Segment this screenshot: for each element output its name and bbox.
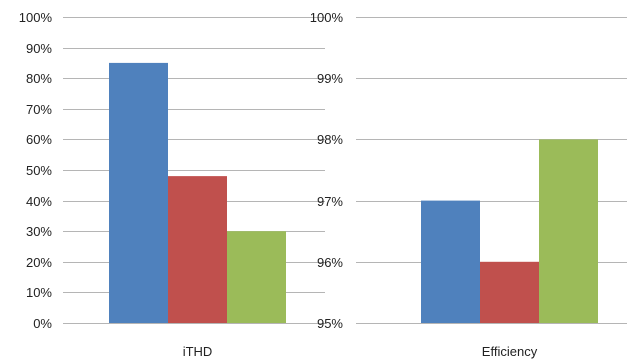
bar-series-2 bbox=[480, 261, 539, 323]
y-tick-label: 40% bbox=[26, 194, 52, 209]
y-tick-label: 98% bbox=[317, 132, 343, 147]
y-tick-label: 97% bbox=[317, 194, 343, 209]
y-tick-label: 0% bbox=[33, 316, 52, 331]
y-tick-label: 96% bbox=[317, 255, 343, 270]
y-tick-label: 95% bbox=[317, 316, 343, 331]
x-category-label: iTHD bbox=[183, 344, 213, 359]
bar-series-1 bbox=[421, 200, 480, 323]
bar-series-2 bbox=[168, 176, 227, 323]
y-tick-label: 20% bbox=[26, 255, 52, 270]
bar-series-3 bbox=[227, 231, 286, 323]
chart-panel-2: 95% 96% 97% 98% 99% 100% Efficiency bbox=[310, 10, 627, 359]
y-tick-label: 30% bbox=[26, 224, 52, 239]
bar-series-3 bbox=[539, 139, 598, 323]
chart-panel-1: 0% 10% 20% 30% 40% 50% 60% 70% 80% 90% 100% iTHD bbox=[19, 10, 325, 359]
y-tick-label: 100% bbox=[19, 10, 53, 25]
bar-series-1 bbox=[109, 62, 168, 324]
y-tick-label: 90% bbox=[26, 41, 52, 56]
y-tick-label: 99% bbox=[317, 71, 343, 86]
y-tick-label: 80% bbox=[26, 71, 52, 86]
y-tick-label: 70% bbox=[26, 102, 52, 117]
y-tick-label: 10% bbox=[26, 285, 52, 300]
y-tick-label: 100% bbox=[310, 10, 344, 25]
y-tick-label: 60% bbox=[26, 132, 52, 147]
x-category-label: Efficiency bbox=[482, 344, 538, 359]
y-tick-label: 50% bbox=[26, 163, 52, 178]
